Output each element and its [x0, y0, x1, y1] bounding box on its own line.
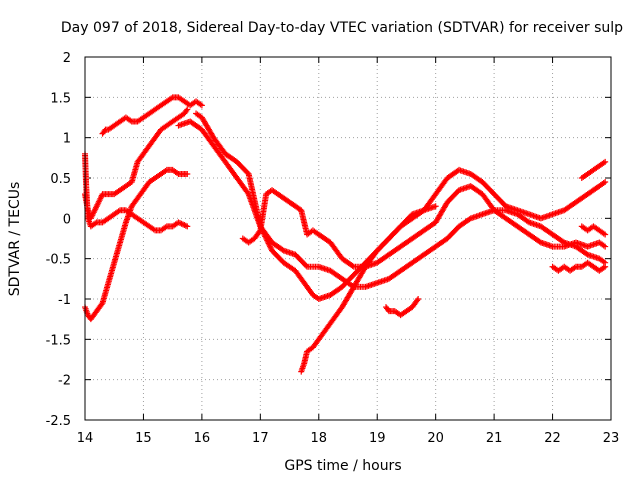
data-point	[184, 170, 191, 177]
series-track-1	[82, 106, 191, 222]
data-point	[183, 107, 190, 114]
x-tick-label: 18	[311, 431, 328, 446]
series-track-12	[578, 158, 609, 181]
data-point	[184, 106, 191, 113]
y-tick-label: -2.5	[46, 414, 71, 429]
series-track-7	[239, 183, 609, 270]
data-point	[414, 297, 421, 304]
data-point	[415, 296, 422, 302]
x-tick-label: 23	[603, 431, 620, 446]
series-track-9	[382, 296, 422, 319]
x-tick-label: 21	[486, 431, 503, 446]
series-track-3	[82, 166, 191, 323]
y-tick-label: 1	[63, 132, 71, 147]
data-point	[256, 228, 263, 235]
x-tick-label: 20	[427, 431, 444, 446]
axes: 14 15 16 17 18 19 20 21 22 23 2 1.5 1 0.5 0 -0.5 -1 -1.5 -…	[46, 51, 620, 446]
x-axis-title: GPS time / hours	[284, 458, 401, 474]
x-tick-label: 19	[369, 431, 386, 446]
data-point	[349, 262, 356, 269]
chart-title: Day 097 of 2018, Sidereal Day-to-day VTE…	[61, 20, 623, 36]
series-track-8	[298, 166, 609, 375]
data-point	[602, 231, 609, 238]
series-track-11	[578, 223, 609, 238]
x-tick-label: 14	[77, 431, 94, 446]
y-axis-title: SDTVAR / TECUs	[7, 182, 23, 297]
series-track-2	[99, 94, 205, 137]
x-tick-label: 15	[135, 431, 152, 446]
data-point	[432, 203, 439, 210]
series-track-10	[549, 259, 609, 274]
data-point	[303, 262, 310, 269]
x-tick-label: 16	[194, 431, 211, 446]
y-tick-label: 0.5	[50, 172, 71, 187]
data-point	[184, 223, 191, 230]
data-point	[198, 102, 205, 109]
x-tick-label: 17	[252, 431, 269, 446]
y-tick-label: -2	[58, 374, 71, 389]
y-tick-label: -1	[58, 293, 71, 308]
y-tick-label: -0.5	[46, 253, 71, 268]
y-tick-label: 0	[63, 212, 71, 227]
y-tick-label: 2	[63, 51, 71, 66]
x-tick-label: 22	[544, 431, 561, 446]
data-point	[602, 158, 609, 165]
y-tick-label: 1.5	[50, 91, 71, 106]
data-point	[602, 243, 609, 250]
data-point	[602, 179, 609, 186]
data-series	[82, 94, 609, 375]
plot-frame	[84, 56, 612, 421]
y-tick-label: -1.5	[46, 333, 71, 348]
data-point	[602, 263, 609, 270]
